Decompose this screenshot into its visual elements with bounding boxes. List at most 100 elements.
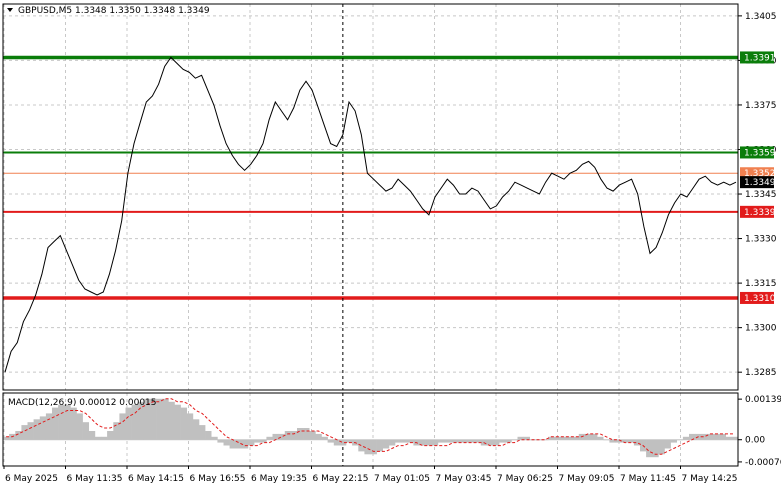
- macd-histogram-bar: [444, 439, 451, 443]
- y-tick-label: 1.3405: [745, 12, 777, 22]
- macd-histogram-bar: [652, 439, 659, 458]
- macd-histogram-bar: [180, 407, 187, 440]
- macd-histogram-bar: [511, 439, 518, 441]
- macd-histogram-bar: [174, 404, 181, 440]
- macd-histogram-bar: [284, 431, 292, 440]
- macd-histogram-bar: [309, 431, 316, 440]
- macd-signal-line: [6, 398, 735, 455]
- macd-histogram-bar: [462, 439, 469, 443]
- macd-y-tick-label: 0.00139: [745, 395, 781, 405]
- macd-histogram-bar: [419, 439, 426, 446]
- macd-histogram-bar: [401, 439, 408, 443]
- macd-histogram-bar: [658, 439, 665, 455]
- macd-histogram-bar: [217, 439, 224, 443]
- macd-histogram-bar: [70, 407, 77, 440]
- macd-histogram-bar: [137, 401, 145, 440]
- macd-histogram-bar: [431, 439, 439, 446]
- macd-histogram-bar: [211, 436, 218, 440]
- macd-histogram-bar: [633, 439, 641, 446]
- x-tick-label: 6 May 2025: [5, 474, 58, 484]
- y-tick-label: 1.3345: [745, 190, 777, 200]
- macd-histogram-bar: [591, 433, 598, 440]
- macd-y-tick-label: -0.00076: [745, 458, 781, 468]
- macd-histogram-bar: [468, 439, 475, 443]
- macd-histogram-bar: [542, 439, 549, 441]
- macd-histogram-bar: [450, 439, 457, 443]
- level-price-label: 1.3359: [744, 148, 776, 158]
- macd-histogram-bar: [162, 398, 169, 440]
- macd-histogram-bar: [719, 433, 726, 440]
- macd-histogram-bar: [205, 431, 212, 440]
- macd-histogram-bar: [3, 436, 10, 440]
- macd-histogram-bar: [45, 413, 53, 440]
- macd-histogram-bar: [713, 433, 720, 440]
- macd-histogram-bar: [566, 436, 573, 440]
- macd-histogram-bar: [297, 428, 304, 440]
- x-tick-label: 6 May 14:15: [128, 474, 184, 484]
- macd-histogram-bar: [58, 404, 65, 440]
- level-price-label: 1.3310: [744, 294, 776, 304]
- price-series: [4, 56, 737, 373]
- macd-histogram-bar: [731, 436, 739, 440]
- macd-histogram-bar: [15, 431, 22, 440]
- x-tick-label: 7 May 14:25: [682, 474, 738, 484]
- macd-histogram-bar: [664, 439, 671, 449]
- y-tick-label: 1.3300: [745, 324, 777, 334]
- macd-histogram-bar: [156, 398, 163, 440]
- macd-histogram-bar: [327, 439, 334, 443]
- macd-histogram-bar: [615, 439, 622, 443]
- x-tick-label: 7 May 03:45: [436, 474, 492, 484]
- macd-histogram-bar: [21, 425, 28, 440]
- macd-histogram-bar: [382, 439, 390, 449]
- macd-histogram-bar: [517, 436, 524, 440]
- macd-histogram-bar: [125, 407, 132, 440]
- macd-histogram-bar: [670, 439, 677, 443]
- macd-histogram-bar: [395, 439, 402, 443]
- main-panel-frame: [2, 3, 739, 391]
- macd-histogram-bar: [82, 422, 89, 440]
- macd-histogram-bar: [425, 439, 432, 446]
- x-tick-label: 7 May 09:05: [559, 474, 615, 484]
- macd-histogram-bar: [52, 407, 59, 440]
- macd-histogram-bar: [150, 398, 157, 440]
- axis-labels: 1.34051.33901.33751.33601.33451.33301.33…: [5, 12, 781, 484]
- x-tick-label: 7 May 01:05: [374, 474, 430, 484]
- main-chart-title: GBPUSD,M5 1.3348 1.3350 1.3348 1.3349: [18, 6, 210, 16]
- macd-histogram-bar: [333, 439, 341, 446]
- macd-histogram-bar: [168, 401, 175, 440]
- macd-histogram-bar: [437, 439, 445, 443]
- macd-histogram-bar: [303, 428, 310, 440]
- macd-histogram-bar: [584, 433, 592, 440]
- macd-histogram-bar: [346, 439, 353, 443]
- macd-histogram-bar: [474, 439, 481, 443]
- macd-histogram-bar: [725, 436, 733, 440]
- macd-histogram-bar: [560, 436, 567, 440]
- chevron-down-icon[interactable]: [7, 8, 13, 12]
- macd-histogram-bar: [407, 439, 414, 443]
- macd-histogram-bar: [192, 419, 200, 440]
- macd-histogram-bar: [39, 416, 47, 440]
- x-tick-label: 6 May 19:35: [251, 474, 307, 484]
- level-price-tag: [740, 205, 774, 218]
- macd-title: MACD(12,26,9) 0.00012 0.00015: [8, 398, 157, 408]
- level-price-label: 1.3391: [744, 53, 776, 63]
- macd-histogram-bar: [266, 436, 273, 440]
- macd-histogram-bar: [107, 431, 114, 440]
- macd-histogram-bar: [278, 433, 285, 440]
- macd-histogram-bar: [627, 439, 635, 443]
- macd-histogram-bar: [358, 439, 365, 452]
- macd-histogram-bar: [88, 431, 96, 440]
- x-tick-label: 6 May 16:55: [190, 474, 246, 484]
- macd-histogram-bar: [254, 439, 261, 443]
- chart-frames: [2, 3, 739, 467]
- macd-histogram-bar: [235, 439, 243, 449]
- macd-histogram-bar: [456, 439, 463, 443]
- price-levels: [3, 55, 738, 300]
- macd-histogram-bar: [499, 439, 506, 443]
- macd-histogram-bar: [388, 439, 396, 446]
- macd-histogram-bar: [682, 436, 690, 440]
- macd-panel-frame: [2, 392, 739, 467]
- macd-histogram-bar: [609, 439, 616, 443]
- level-price-tag: [740, 146, 774, 159]
